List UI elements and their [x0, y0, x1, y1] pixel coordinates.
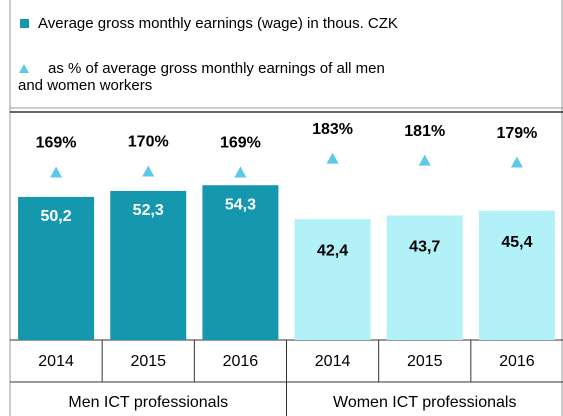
group-label: Women ICT professionals [333, 394, 516, 411]
group-label: Men ICT professionals [68, 394, 228, 411]
marker [50, 166, 63, 178]
legend-entry: as % of average gross monthly earnings o… [18, 60, 385, 94]
value-label: 52,3 [133, 202, 164, 219]
value-label: 181% [404, 123, 445, 140]
value-label: 43,7 [409, 239, 440, 256]
legend-marker [19, 64, 29, 73]
x-tick-label: 2014 [38, 353, 74, 370]
value-label: 179% [496, 125, 537, 142]
value-label: 45,4 [501, 234, 532, 251]
marker [510, 156, 523, 168]
x-tick-label: 2016 [223, 353, 259, 370]
marker [234, 166, 247, 178]
value-label: 170% [128, 134, 169, 151]
bar [294, 219, 371, 340]
legend-swatch [20, 19, 29, 28]
x-tick-label: 2015 [130, 353, 166, 370]
marker [326, 152, 339, 164]
value-label: 169% [220, 135, 261, 152]
x-tick-label: 2015 [407, 353, 443, 370]
bar [202, 185, 279, 340]
bar [18, 196, 95, 340]
marker [142, 165, 155, 177]
legend-entry: Average gross monthly earnings (wage) in… [38, 15, 398, 32]
bar [110, 190, 187, 340]
bar [386, 215, 463, 340]
value-label: 50,2 [41, 208, 72, 225]
value-label: 42,4 [317, 242, 348, 259]
value-label: 54,3 [225, 196, 256, 213]
value-label: 183% [312, 121, 353, 138]
x-tick-label: 2016 [499, 353, 535, 370]
value-label: 169% [36, 135, 77, 152]
x-tick-label: 2014 [315, 353, 351, 370]
bar [478, 210, 555, 340]
marker [418, 154, 431, 166]
